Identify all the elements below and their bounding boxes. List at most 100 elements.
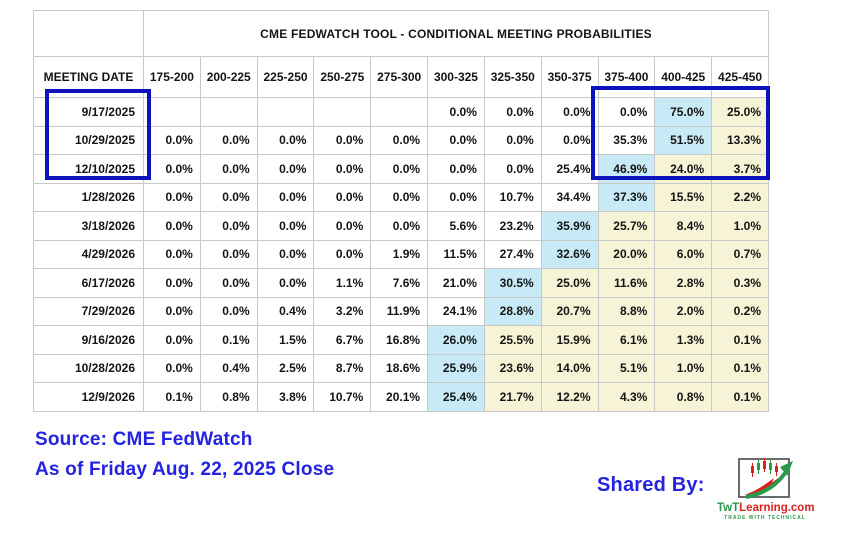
probability-cell: 5.6%	[427, 211, 485, 241]
table-row: 10/29/2025 0.0% 0.0% 0.0% 0.0% 0.0% 0.0% 0.0% 0.…	[33, 125, 770, 155]
meeting-date-cell: 12/9/2026	[33, 382, 144, 412]
probability-cell: 0.0%	[313, 182, 372, 212]
probability-cell: 20.7%	[540, 296, 599, 326]
probability-cell: 35.3%	[597, 125, 656, 155]
table-row: 6/17/2026 0.0% 0.0% 0.0% 1.1% 7.6% 21.0% 30.5% 2…	[33, 268, 770, 298]
probability-cell: 2.8%	[654, 268, 713, 298]
probability-cell: 0.0%	[143, 296, 201, 326]
probability-cell: 0.0%	[143, 239, 201, 269]
probability-cell: 0.0%	[199, 154, 258, 184]
probability-cell: 24.0%	[654, 154, 713, 184]
meeting-date-cell: 4/29/2026	[33, 239, 144, 269]
probability-cell: 0.0%	[370, 182, 429, 212]
probability-cell: 6.7%	[313, 325, 372, 355]
probability-cell: 32.6%	[540, 239, 599, 269]
probability-cell: 0.0%	[256, 154, 315, 184]
probability-cell: 0.7%	[711, 239, 770, 269]
rate-bin-header: 325-350	[483, 56, 542, 98]
probability-cell: 20.1%	[370, 382, 429, 412]
probability-cell: 11.6%	[597, 268, 656, 298]
probability-cell: 0.0%	[199, 182, 258, 212]
probability-cell: 1.5%	[256, 325, 315, 355]
probability-cell: 2.0%	[654, 296, 713, 326]
rate-bin-header: 425-450	[711, 56, 770, 98]
probability-cell: 0.0%	[199, 239, 258, 269]
probability-cell: 0.1%	[711, 353, 770, 383]
probability-cell: 0.0%	[540, 125, 599, 155]
table-title-row: CME FEDWATCH TOOL - CONDITIONAL MEETING …	[33, 10, 770, 57]
probability-cell: 0.0%	[370, 125, 429, 155]
twtlearning-logo: TwTLearning.com TRADE WITH TECHNICAL	[717, 455, 815, 521]
meeting-date-cell: 3/18/2026	[33, 211, 144, 241]
probability-cell: 8.8%	[597, 296, 656, 326]
table-title: CME FEDWATCH TOOL - CONDITIONAL MEETING …	[142, 10, 770, 57]
probability-cell: 0.1%	[711, 325, 770, 355]
probability-cell: 0.0%	[313, 211, 372, 241]
source-label: Source: CME FedWatch	[35, 429, 253, 450]
probability-cell: 7.6%	[370, 268, 429, 298]
probability-cell	[313, 97, 372, 127]
probability-cell: 25.7%	[597, 211, 656, 241]
probability-cell: 0.0%	[427, 125, 485, 155]
corner-cell	[33, 10, 144, 57]
meeting-date-header: MEETING DATE	[33, 56, 144, 98]
rate-bin-header: 200-225	[199, 56, 258, 98]
logo-text-prefix: TwT	[717, 502, 740, 514]
probability-cell: 14.0%	[540, 353, 599, 383]
probability-cell: 0.0%	[370, 211, 429, 241]
probability-cell: 1.1%	[313, 268, 372, 298]
probability-cell: 0.0%	[256, 239, 315, 269]
probability-cell: 0.0%	[199, 268, 258, 298]
meeting-date-cell: 10/29/2025	[33, 125, 144, 155]
probability-cell: 5.1%	[597, 353, 656, 383]
logo-candlestick-chart-icon	[738, 458, 793, 499]
as-of-date-label: As of Friday Aug. 22, 2025 Close	[35, 459, 335, 480]
probability-cell: 0.8%	[199, 382, 258, 412]
logo-text-suffix: Learning.com	[739, 502, 815, 514]
table-row: 1/28/2026 0.0% 0.0% 0.0% 0.0% 0.0% 0.0% 10.7% 34…	[33, 182, 770, 212]
probability-cell: 3.8%	[256, 382, 315, 412]
probability-cell: 0.0%	[483, 154, 542, 184]
probability-cell: 13.3%	[711, 125, 770, 155]
column-header-row: MEETING DATE 175-200 200-225 225-250 250-27…	[33, 56, 770, 98]
probability-cell: 26.0%	[427, 325, 485, 355]
probability-cell: 37.3%	[597, 182, 656, 212]
meeting-date-cell: 9/16/2026	[33, 325, 144, 355]
probability-cell: 0.0%	[313, 154, 372, 184]
probability-cell: 0.0%	[143, 154, 201, 184]
probability-cell: 46.9%	[597, 154, 656, 184]
table-row: 12/10/2025 0.0% 0.0% 0.0% 0.0% 0.0% 0.0% 0.0% 25…	[33, 154, 770, 184]
probability-cell: 0.4%	[256, 296, 315, 326]
probability-cell: 4.3%	[597, 382, 656, 412]
shared-by-label: Shared By:	[597, 474, 705, 496]
logo-tagline: TRADE WITH TECHNICAL	[724, 515, 806, 521]
rate-bin-header: 400-425	[654, 56, 713, 98]
probability-cell: 3.2%	[313, 296, 372, 326]
probability-cell: 1.9%	[370, 239, 429, 269]
probability-cell: 0.0%	[256, 125, 315, 155]
probability-cell: 23.2%	[483, 211, 542, 241]
probability-cell: 0.0%	[143, 353, 201, 383]
probability-cell: 23.6%	[483, 353, 542, 383]
probability-cell: 1.3%	[654, 325, 713, 355]
probability-cell: 25.4%	[427, 382, 485, 412]
probability-cell: 2.5%	[256, 353, 315, 383]
probability-cell: 6.0%	[654, 239, 713, 269]
table-row: 10/28/2026 0.0% 0.4% 2.5% 8.7% 18.6% 25.9% 23.6…	[33, 353, 770, 383]
meeting-date-cell: 10/28/2026	[33, 353, 144, 383]
rate-bin-header: 175-200	[143, 56, 201, 98]
table-row: 12/9/2026 0.1% 0.8% 3.8% 10.7% 20.1% 25.4% 21.7…	[33, 382, 770, 412]
table-row: 9/16/2026 0.0% 0.1% 1.5% 6.7% 16.8% 26.0% 25.5%…	[33, 325, 770, 355]
probability-cell: 20.0%	[597, 239, 656, 269]
probability-cell: 0.0%	[143, 182, 201, 212]
logo-wordmark: TwTLearning.com	[717, 502, 815, 514]
probability-cell: 8.7%	[313, 353, 372, 383]
probability-cell: 25.5%	[483, 325, 542, 355]
rate-bin-header: 300-325	[427, 56, 485, 98]
probability-cell: 15.9%	[540, 325, 599, 355]
probability-cell: 6.1%	[597, 325, 656, 355]
probability-cell: 0.0%	[143, 268, 201, 298]
probability-cell: 0.8%	[654, 382, 713, 412]
probability-cell: 25.9%	[427, 353, 485, 383]
